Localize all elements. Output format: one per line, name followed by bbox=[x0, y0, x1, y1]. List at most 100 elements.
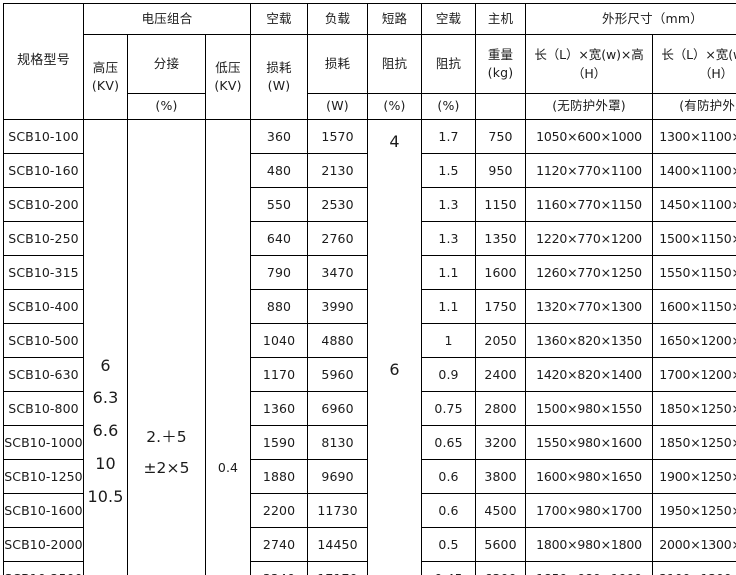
header-noload-loss-title: 空载 bbox=[250, 3, 309, 35]
cell-dim-with-cover: 1900×1250×1900 bbox=[652, 459, 736, 494]
cell-dim-no-cover: 1550×980×1600 bbox=[525, 425, 654, 460]
cell-dim-no-cover: 1220×770×1200 bbox=[525, 221, 654, 256]
header-weight-blank bbox=[475, 93, 527, 120]
cell-weight: 2050 bbox=[475, 323, 527, 358]
cell-dim-no-cover: 1700×980×1700 bbox=[525, 493, 654, 528]
cell-model: SCB10-250 bbox=[3, 221, 84, 256]
table-row: SCB10-1250 1880 9690 0.6 3800 1600×980×1650 19… bbox=[3, 459, 736, 494]
table-row: SCB10-2500 324017170 0.4563001850×980×1900… bbox=[3, 561, 736, 575]
hv-value: 6.6 bbox=[92, 421, 119, 441]
header-lv: 低压 (KV) bbox=[204, 34, 252, 120]
table-body: SCB10-100 6 6.3 6.6 10 10.5 2.＋5 ±2×5 0.4 360 1570… bbox=[3, 119, 736, 575]
table-row: SCB10-400 880 3990 1.1 1750 1320×770×1300 1600… bbox=[3, 289, 736, 324]
header-noload-current-unit: (%) bbox=[421, 93, 477, 120]
cell-weight: 1600 bbox=[475, 255, 527, 290]
cell-noload-current: 1 bbox=[421, 323, 477, 358]
cell-noload-loss: 480 bbox=[250, 153, 309, 188]
header-short-circuit: 阻抗 bbox=[367, 34, 423, 94]
header-weight-label: 重量 bbox=[487, 46, 514, 62]
cell-load-loss: 2130 bbox=[307, 153, 369, 188]
header-hv: 高压 (KV) bbox=[83, 34, 128, 120]
cell-model: SCB10-200 bbox=[3, 187, 84, 222]
cell-dim-with-cover: 2100×1300×2300 bbox=[652, 561, 736, 575]
header-load-loss-unit: (W) bbox=[307, 93, 369, 120]
cell-noload-current: 0.6 bbox=[421, 493, 477, 528]
cell-noload-current: 0.5 bbox=[421, 527, 477, 562]
cell-model: SCB10-500 bbox=[3, 323, 84, 358]
cell-dim-with-cover: 2000×1300×2100 bbox=[652, 527, 736, 562]
cell-noload-loss: 1880 bbox=[250, 459, 309, 494]
cell-dim-no-cover: 1320×770×1300 bbox=[525, 289, 654, 324]
cell-model: SCB10-100 bbox=[3, 119, 84, 154]
cell-noload-loss: 1170 bbox=[250, 357, 309, 392]
header-outline-size: 外形尺寸（mm） bbox=[525, 3, 736, 35]
header-lv-unit: (KV) bbox=[214, 78, 242, 93]
header-lv-label: 低压 bbox=[215, 59, 241, 75]
header-dim-no-cover-note: (无防护外罩) bbox=[525, 93, 654, 120]
short-circuit-value-high: 6 bbox=[389, 360, 400, 379]
header-load-loss-title: 负载 bbox=[307, 3, 369, 35]
cell-model: SCB10-1250 bbox=[3, 459, 84, 494]
header-short-circuit-title: 短路 bbox=[367, 3, 423, 35]
cell-dim-no-cover: 1800×980×1800 bbox=[525, 527, 654, 562]
cell-load-loss: 1570 bbox=[307, 119, 369, 154]
cell-noload-current: 1.3 bbox=[421, 221, 477, 256]
header-short-circuit-unit: (%) bbox=[367, 93, 423, 120]
cell-load-loss: 3470 bbox=[307, 255, 369, 290]
hv-value: 10.5 bbox=[87, 486, 124, 506]
cell-noload-loss: 790 bbox=[250, 255, 309, 290]
header-load-loss: 损耗 bbox=[307, 34, 369, 94]
header-dim-with-cover: 长（L）×宽(w)×高（H） bbox=[652, 34, 736, 94]
transformer-spec-table: 规格型号 电压组合 空载 负载 短路 空载 主机 外形尺寸（mm） 轨距 高压 … bbox=[3, 3, 736, 575]
cell-load-loss: 17170 bbox=[307, 561, 369, 575]
header-model: 规格型号 bbox=[3, 3, 84, 120]
cell-noload-current: 1.7 bbox=[421, 119, 477, 154]
cell-noload-loss: 360 bbox=[250, 119, 309, 154]
cell-model: SCB10-2500 bbox=[3, 561, 84, 575]
cell-noload-loss: 550 bbox=[250, 187, 309, 222]
cell-dim-with-cover: 1700×1200×1700 bbox=[652, 357, 736, 392]
cell-noload-current: 0.9 bbox=[421, 357, 477, 392]
cell-dim-no-cover: 1420×820×1400 bbox=[525, 357, 654, 392]
cell-load-loss: 9690 bbox=[307, 459, 369, 494]
cell-noload-current: 1.5 bbox=[421, 153, 477, 188]
cell-load-loss: 8130 bbox=[307, 425, 369, 460]
cell-load-loss: 14450 bbox=[307, 527, 369, 562]
cell-noload-current: 1.1 bbox=[421, 289, 477, 324]
header-hv-label: 高压 bbox=[92, 59, 119, 75]
cell-load-loss: 2760 bbox=[307, 221, 369, 256]
cell-dim-no-cover: 1500×980×1550 bbox=[525, 391, 654, 426]
cell-weight: 1750 bbox=[475, 289, 527, 324]
header-row-2: 高压 (KV) 分接 低压 (KV) 损耗 (W) 损耗 阻抗 阻抗 重量 (k… bbox=[4, 34, 736, 120]
tap-value: ±2×5 bbox=[143, 458, 190, 477]
cell-dim-with-cover: 1950×1250×1950 bbox=[652, 493, 736, 528]
cell-noload-loss: 880 bbox=[250, 289, 309, 324]
cell-noload-current: 0.45 bbox=[421, 561, 477, 575]
cell-weight: 950 bbox=[475, 153, 527, 188]
table-row: SCB10-630 1170 5960 0.9 2400 1420×820×1400 170… bbox=[3, 357, 736, 392]
cell-dim-with-cover: 1600×1150×1600 bbox=[652, 289, 736, 324]
cell-dim-with-cover: 1550×1150×1550 bbox=[652, 255, 736, 290]
lv-value: 0.4 bbox=[217, 460, 239, 476]
cell-noload-loss: 640 bbox=[250, 221, 309, 256]
cell-dim-no-cover: 1260×770×1250 bbox=[525, 255, 654, 290]
cell-weight: 4500 bbox=[475, 493, 527, 528]
cell-load-loss: 3990 bbox=[307, 289, 369, 324]
cell-lv-merged: 0.4 bbox=[204, 119, 252, 575]
cell-dim-with-cover: 1850×1250×1850 bbox=[652, 425, 736, 460]
cell-noload-loss: 1590 bbox=[250, 425, 309, 460]
cell-dim-no-cover: 1360×820×1350 bbox=[525, 323, 654, 358]
cell-load-loss: 5960 bbox=[307, 357, 369, 392]
cell-weight: 2400 bbox=[475, 357, 527, 392]
header-dim-no-cover: 长（L）×宽(w)×高（H） bbox=[525, 34, 654, 94]
cell-noload-current: 1.1 bbox=[421, 255, 477, 290]
cell-noload-loss: 1040 bbox=[250, 323, 309, 358]
cell-model: SCB10-1600 bbox=[3, 493, 84, 528]
cell-weight: 3800 bbox=[475, 459, 527, 494]
cell-dim-no-cover: 1600×980×1650 bbox=[525, 459, 654, 494]
hv-value: 10 bbox=[95, 453, 116, 473]
cell-weight: 1350 bbox=[475, 221, 527, 256]
header-noload-current: 阻抗 bbox=[421, 34, 477, 94]
